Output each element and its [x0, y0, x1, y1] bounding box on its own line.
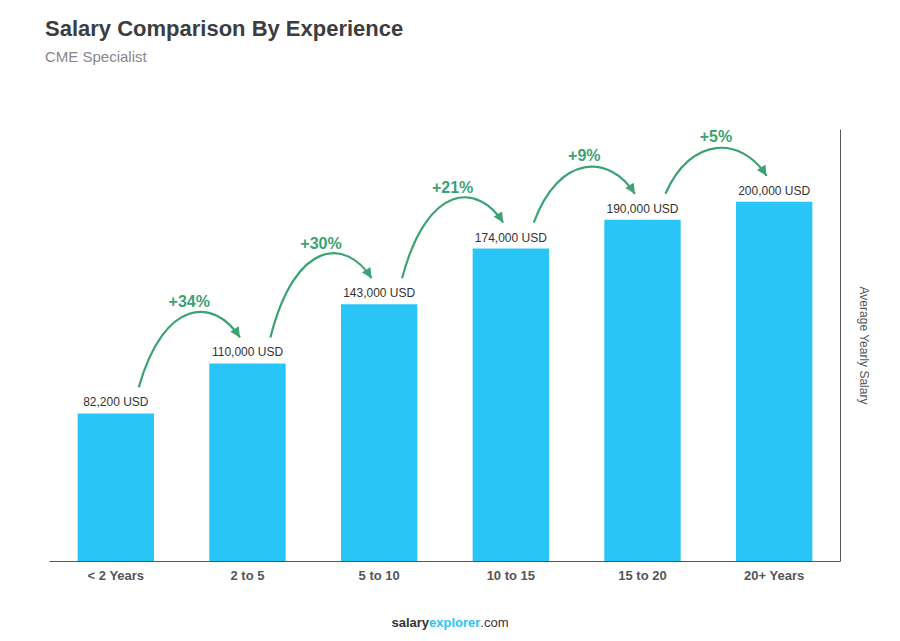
svg-text:+21%: +21%	[432, 179, 473, 196]
svg-text:174,000 USD: 174,000 USD	[475, 231, 547, 245]
svg-text:+5%: +5%	[700, 128, 732, 145]
svg-text:20+ Years: 20+ Years	[744, 568, 804, 583]
svg-text:2 to 5: 2 to 5	[231, 568, 265, 583]
svg-text:explorer: explorer	[429, 615, 480, 630]
svg-text:salary: salary	[391, 615, 429, 630]
svg-text:+9%: +9%	[568, 147, 600, 164]
svg-text:82,200 USD: 82,200 USD	[83, 395, 149, 409]
svg-text:+30%: +30%	[300, 235, 341, 252]
svg-text:+34%: +34%	[169, 293, 210, 310]
svg-text:10 to 15: 10 to 15	[487, 568, 535, 583]
svg-text:< 2 Years: < 2 Years	[88, 568, 145, 583]
svg-text:190,000 USD: 190,000 USD	[606, 202, 678, 216]
svg-text:110,000 USD: 110,000 USD	[212, 345, 283, 359]
svg-text:Salary Comparison By Experienc: Salary Comparison By Experience	[45, 16, 403, 41]
svg-text:143,000 USD: 143,000 USD	[343, 286, 415, 300]
svg-text:15 to 20: 15 to 20	[618, 568, 666, 583]
svg-text:5 to 10: 5 to 10	[359, 568, 400, 583]
svg-text:Average Yearly Salary: Average Yearly Salary	[857, 287, 871, 405]
svg-text:CME Specialist: CME Specialist	[45, 48, 148, 65]
svg-text:200,000 USD: 200,000 USD	[738, 184, 810, 198]
svg-text:.com: .com	[480, 615, 508, 630]
